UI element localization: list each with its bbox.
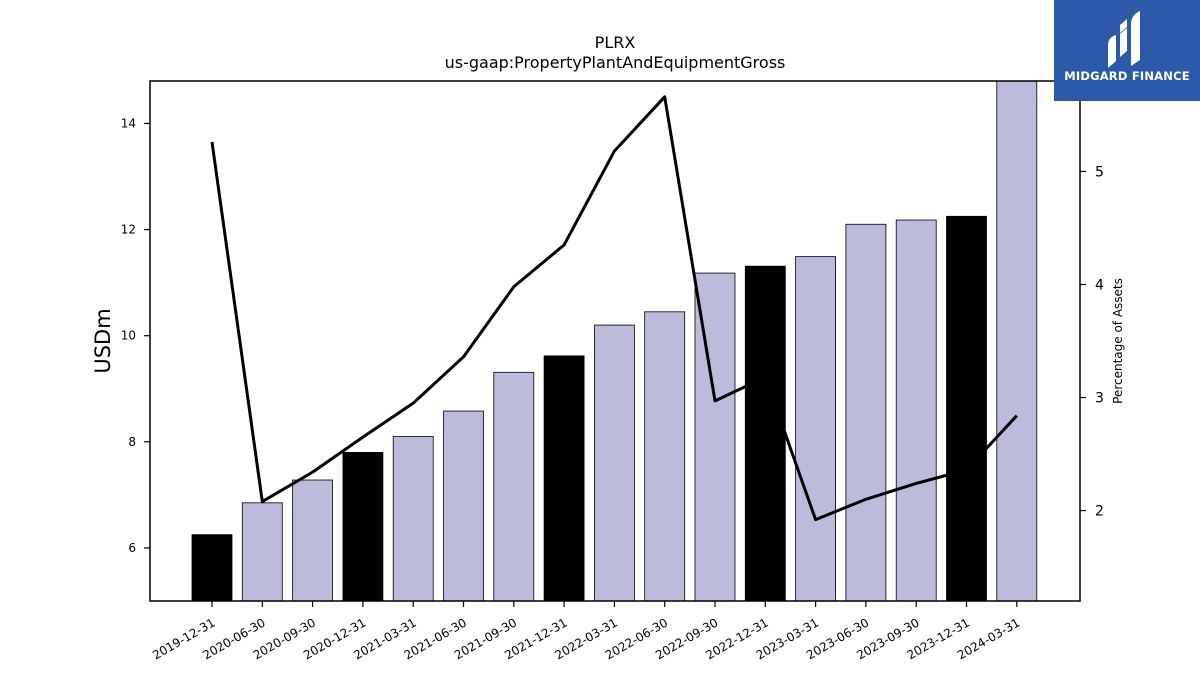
bar-2021-03-31 [392,436,434,602]
midgard-finance-logo-icon [1108,11,1140,68]
bar-2023-09-30 [895,219,937,602]
bar-2021-09-30 [493,371,535,602]
bar-2021-06-30 [443,410,484,602]
y2-tick-label: 2 [1095,504,1104,520]
y-tick-label: 12 [121,223,136,237]
line-group [210,95,1018,522]
y-tick-label: 10 [121,329,136,343]
y2-axis-ticks: 2 3 4 5 [1080,164,1104,520]
bar-2020-06-30 [241,502,283,602]
bar-2023-03-31 [795,256,836,602]
logo-text: MIDGARD FINANCE [1064,69,1190,83]
y-axis-label: USDm [91,308,115,373]
x-axis-ticks: 2019-12-312020-06-302020-09-302020-12-31… [150,601,1022,662]
bar-2019-12-31 [191,534,233,602]
y2-tick-label: 5 [1095,164,1104,180]
y-tick-label: 8 [128,435,136,449]
y2-axis-label: Percentage of Assets [1111,278,1125,404]
y-tick-label: 6 [128,541,136,555]
chart-subtitle: us-gaap:PropertyPlantAndEquipmentGross [445,53,786,72]
bar-2021-12-31 [543,355,585,602]
y-axis-ticks: 6 8 10 12 14 [121,116,150,555]
y2-tick-label: 3 [1095,391,1104,407]
bar-2023-12-31 [946,215,987,602]
bar-2023-06-30 [845,223,887,602]
bar-2022-12-31 [744,265,786,602]
y-tick-label: 14 [121,116,136,130]
bar-2020-09-30 [292,479,334,602]
bar-2022-06-30 [644,311,686,602]
bar-2022-03-31 [594,324,635,602]
percentage-of-assets-line [210,95,1018,522]
y2-tick-label: 4 [1095,277,1104,293]
bar-2024-03-31 [996,80,1038,602]
chart-title: PLRX [595,33,636,52]
bar-group [191,80,1038,602]
bar-2020-12-31 [342,452,384,602]
midgard-finance-logo: MIDGARD FINANCE [1054,0,1200,101]
